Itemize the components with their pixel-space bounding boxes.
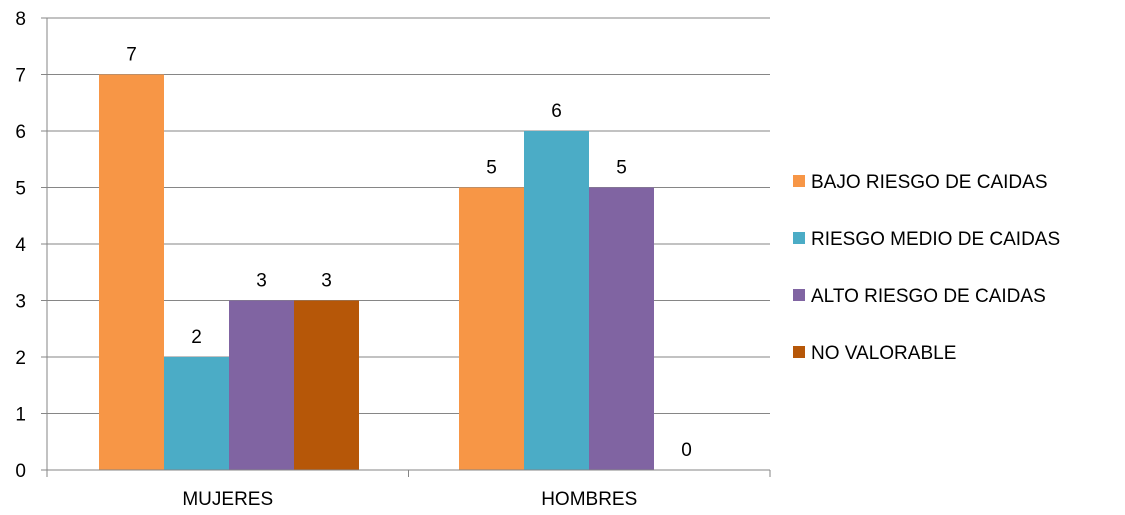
y-tick-label: 5 [15, 179, 26, 200]
y-tick-labels: 0 1 2 3 4 5 6 7 8 [15, 9, 26, 482]
bar-hombres-series-0 [459, 187, 524, 470]
axes [41, 17, 771, 477]
data-label: 5 [486, 158, 497, 179]
category-labels: MUJERES HOMBRES [182, 489, 637, 510]
y-tick-label: 0 [15, 461, 26, 482]
bar-mujeres-series-2 [229, 300, 294, 470]
data-label: 3 [321, 271, 332, 292]
y-tick-label: 8 [15, 9, 26, 30]
y-tick-label: 6 [15, 122, 26, 143]
legend-label: BAJO RIESGO DE CAIDAS [811, 172, 1048, 193]
legend-swatch [793, 346, 805, 358]
bar-hombres-series-1 [524, 131, 589, 470]
legend-label: ALTO RIESGO DE CAIDAS [811, 286, 1046, 307]
y-tick-label: 2 [15, 348, 26, 369]
legend-swatch [793, 232, 805, 244]
data-labels: 7 2 3 3 5 6 5 0 [126, 45, 692, 462]
y-tick-label: 1 [15, 405, 26, 426]
bar-mujeres-series-1 [164, 357, 229, 470]
category-label: MUJERES [182, 489, 273, 510]
bar-mujeres-series-3 [294, 300, 359, 470]
legend-item: ALTO RIESGO DE CAIDAS [793, 286, 1046, 307]
bars [99, 74, 654, 470]
category-label: HOMBRES [541, 489, 637, 510]
data-label: 3 [256, 271, 267, 292]
legend-item: RIESGO MEDIO DE CAIDAS [793, 229, 1060, 250]
legend-item: NO VALORABLE [793, 343, 956, 364]
legend-swatch [793, 175, 805, 187]
data-label: 5 [616, 158, 627, 179]
bar-mujeres-series-0 [99, 74, 164, 470]
legend: BAJO RIESGO DE CAIDAS RIESGO MEDIO DE CAI… [793, 172, 1060, 364]
legend-label: NO VALORABLE [811, 343, 956, 364]
data-label: 0 [681, 440, 692, 461]
bar-hombres-series-2 [589, 187, 654, 470]
y-tick-label: 7 [15, 66, 26, 87]
y-tick-label: 3 [15, 292, 26, 313]
data-label: 7 [126, 45, 137, 66]
data-label: 6 [551, 101, 562, 122]
data-label: 2 [191, 327, 202, 348]
legend-swatch [793, 289, 805, 301]
legend-item: BAJO RIESGO DE CAIDAS [793, 172, 1048, 193]
y-tick-label: 4 [15, 235, 26, 256]
legend-label: RIESGO MEDIO DE CAIDAS [811, 229, 1060, 250]
